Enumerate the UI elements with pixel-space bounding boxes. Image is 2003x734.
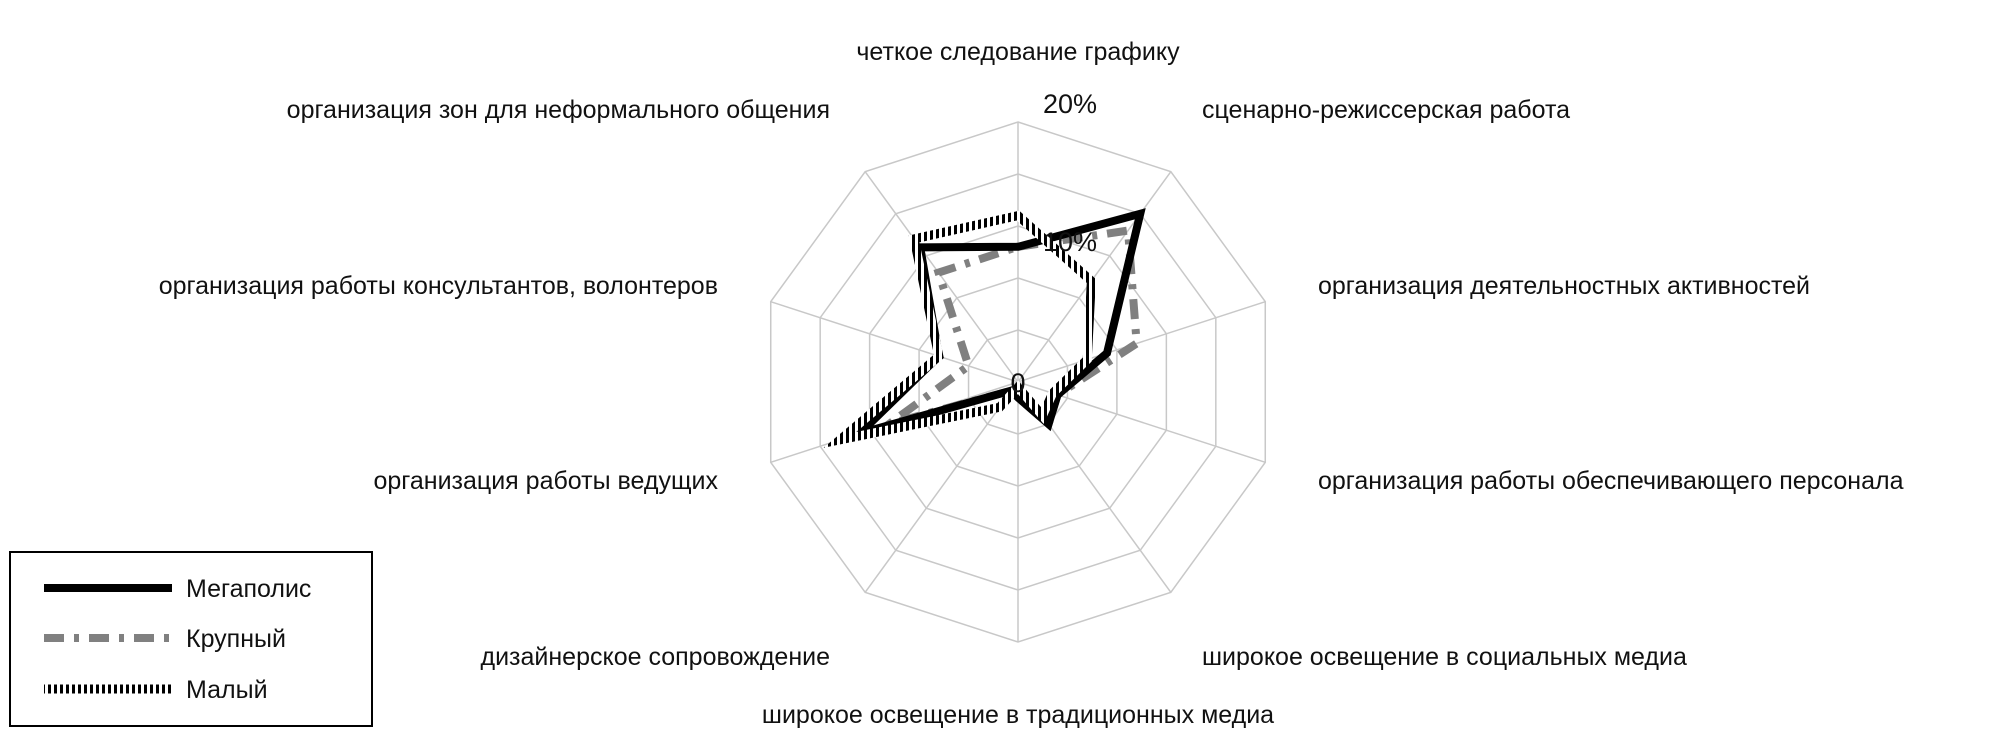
category-label-schedule: четкое следование графику [856,38,1180,66]
tick-label-0: 0 [1010,368,1025,398]
tick-labels: 0 10% 20% [1010,89,1097,398]
category-label-design: дизайнерское сопровождение [480,643,830,671]
category-label-staff: организация работы обеспечивающего персо… [1318,467,1904,495]
category-label-hosts: организация работы ведущих [373,467,718,495]
category-label-volunteers: организация работы консультантов, волонт… [159,272,718,300]
category-labels: четкое следование графику сценарно-режис… [159,38,1904,729]
category-label-traditional-media: широкое освещение в традиционных медиа [762,701,1274,729]
legend-label-megapolis: Мегаполис [186,575,311,603]
series-small-line [823,210,1096,448]
legend-box [9,551,373,727]
grid-spoke-9 [864,171,1019,383]
grid-spoke-6 [864,381,1019,593]
category-label-scenario: сценарно-режиссерская работа [1202,96,1570,124]
series-lines [823,208,1146,448]
grid-spoke-8 [770,300,1019,383]
legend-label-large: Крупный [186,625,286,653]
grid-spoke-1 [1017,171,1172,383]
tick-label-10: 10% [1043,227,1097,257]
tick-label-20: 20% [1043,89,1097,119]
legend-label-small: Малый [186,676,268,704]
series-large-line [869,225,1141,434]
legend: Мегаполис Крупный Малый [9,551,373,727]
category-label-informal-zones: организация зон для неформального общени… [287,96,830,124]
category-label-activities: организация деятельностных активностей [1318,272,1810,300]
category-label-social-media: широкое освещение в социальных медиа [1202,643,1687,671]
grid-spoke-2 [1017,300,1266,383]
